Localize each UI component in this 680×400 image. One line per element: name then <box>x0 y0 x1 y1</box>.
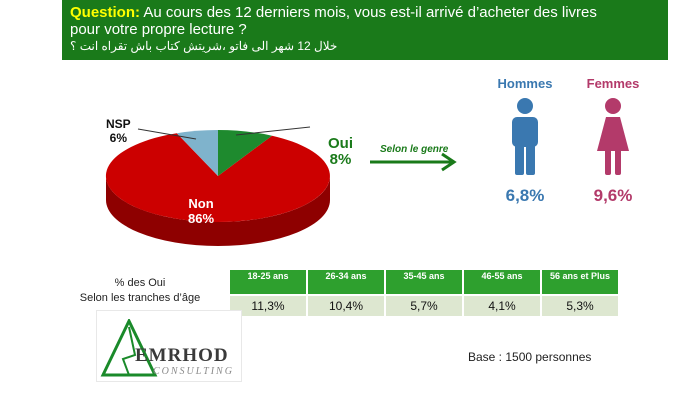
pie-label-non: Non 86% <box>188 196 214 226</box>
leader-line-oui <box>235 126 311 136</box>
age-table-caption: % des Oui Selon les tranches d’âge <box>60 276 220 306</box>
gender-men-label: Hommes <box>497 76 553 91</box>
question-line-1: Question: Au cours des 12 derniers mois,… <box>70 4 660 21</box>
leader-line-nsp <box>137 128 197 140</box>
base-note: Base : 1500 personnes <box>468 350 592 364</box>
pie-label-oui: Oui 8% <box>328 136 353 168</box>
logo-mark-icon <box>100 319 158 377</box>
question-arabic: خلال 12 شهر الى فاتو ،شريتش كتاب باش تقر… <box>70 39 338 53</box>
pie-label-nsp-value: 6% <box>109 131 128 145</box>
age-value-row: 11,3% 10,4% 5,7% 4,1% 5,3% <box>230 296 618 316</box>
question-line-2: pour votre propre lecture ? <box>70 21 247 38</box>
age-header-cell: 56 ans et Plus <box>542 270 618 294</box>
man-icon <box>512 98 538 175</box>
age-value-cell: 11,3% <box>230 296 306 316</box>
woman-icon <box>597 98 629 175</box>
logo-word-1: EMRHOD <box>135 345 229 366</box>
pie-slice-oui <box>218 130 272 176</box>
question-header: Question: Au cours des 12 derniers mois,… <box>62 0 668 60</box>
pie-label-nsp-name: NSP <box>106 117 131 131</box>
age-header-row: 18-25 ans 26-34 ans 35-45 ans 46-55 ans … <box>230 270 618 294</box>
pie-label-non-name: Non <box>188 196 214 211</box>
logo-word-2: CONSULTING <box>153 366 234 377</box>
age-header-cell: 35-45 ans <box>386 270 462 294</box>
question-label: Question: <box>70 4 140 21</box>
age-header-cell: 18-25 ans <box>230 270 306 294</box>
gender-women-label: Femmes <box>586 76 640 91</box>
question-text-1: Au cours des 12 derniers mois, vous est-… <box>140 4 597 21</box>
company-logo: EMRHOD CONSULTING <box>96 310 242 382</box>
age-value-cell: 5,7% <box>386 296 462 316</box>
age-value-cell: 10,4% <box>308 296 384 316</box>
gender-women: Femmes 9,6% <box>568 76 658 206</box>
gender-men: Hommes 6,8% <box>480 76 570 206</box>
pie-slice-non <box>105 133 330 222</box>
age-header-cell: 26-34 ans <box>308 270 384 294</box>
pie-label-oui-value: 8% <box>329 151 352 168</box>
pie-label-non-value: 86% <box>188 211 215 226</box>
age-caption-line-1: % des Oui <box>114 277 166 289</box>
pie-depth-side <box>106 176 330 246</box>
right-arrow-icon <box>370 152 457 172</box>
age-header-cell: 46-55 ans <box>464 270 540 294</box>
age-value-cell: 4,1% <box>464 296 540 316</box>
age-value-cell: 5,3% <box>542 296 618 316</box>
pie-label-oui-name: Oui <box>328 135 353 152</box>
pie-slice-nsp <box>176 129 218 176</box>
age-caption-line-2: Selon les tranches d’âge <box>79 292 201 304</box>
gender-men-value: 6,8% <box>505 186 545 205</box>
arrow-label: Selon le genre <box>380 144 449 155</box>
pie-label-nsp: NSP 6% <box>106 117 131 145</box>
gender-women-value: 9,6% <box>593 186 633 205</box>
age-table: 18-25 ans 26-34 ans 35-45 ans 46-55 ans … <box>228 268 620 318</box>
